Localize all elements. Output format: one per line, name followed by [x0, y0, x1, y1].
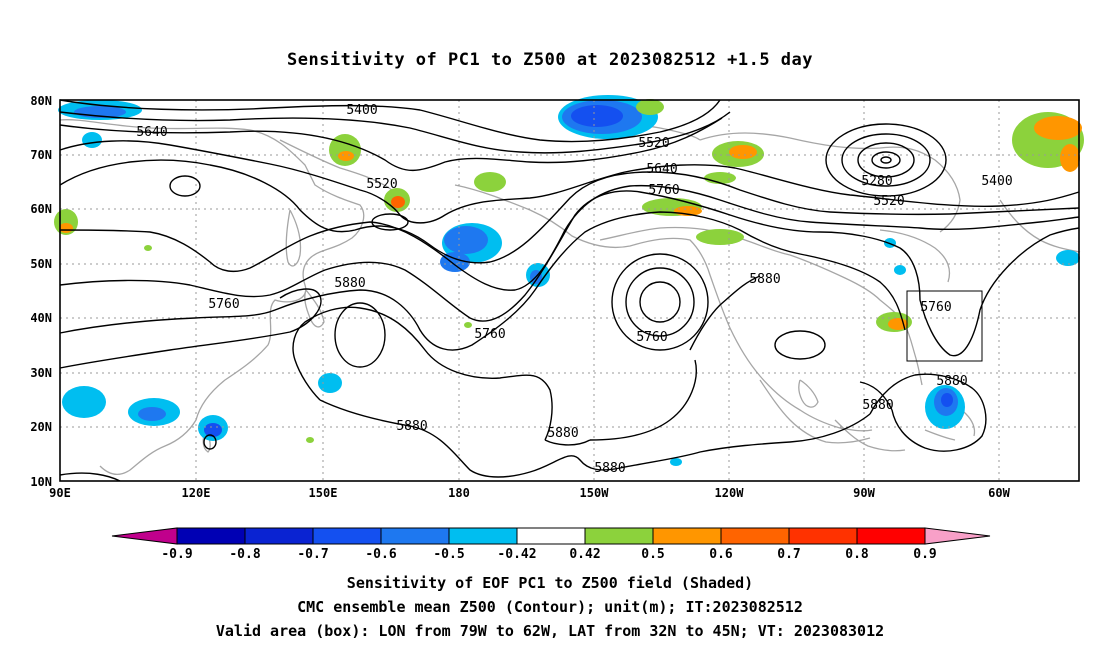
lon-label: 120E: [182, 486, 211, 500]
caption-line-3: Valid area (box): LON from 79W to 62W, L…: [215, 622, 885, 640]
lat-label: 30N: [30, 366, 52, 380]
map-frame: [59, 99, 1080, 482]
contour-label: 5640: [646, 162, 677, 177]
graticule: [60, 100, 1079, 481]
lon-label: 180: [448, 486, 470, 500]
colorbar-tick-label: -0.5: [433, 547, 464, 562]
colorbar-segment: [176, 527, 246, 545]
colorbar-segment: [380, 527, 450, 545]
lat-axis: 80N 70N 60N 50N 40N 30N 20N 10N: [30, 94, 52, 489]
colorbar-tick-label: 0.8: [845, 547, 869, 562]
contour-label: 5760: [474, 327, 505, 342]
contour-label: 5880: [594, 461, 625, 476]
contour-label: 5880: [936, 374, 967, 389]
contour-label: 5280: [861, 174, 892, 189]
colorbar-segment: [720, 527, 790, 545]
lat-label: 20N: [30, 420, 52, 434]
colorbar-lower-extension: [111, 527, 178, 545]
colorbar-tick-label: -0.6: [365, 547, 396, 562]
colorbar-tick-label: -0.9: [161, 547, 192, 562]
contour-label: 5640: [136, 125, 167, 140]
lon-label: 120W: [715, 486, 745, 500]
colorbar-tick-label: 0.7: [777, 547, 800, 562]
lon-label: 90W: [853, 486, 875, 500]
contour-label: 5880: [334, 276, 365, 291]
caption-line-1: Sensitivity of EOF PC1 to Z500 field (Sh…: [346, 574, 754, 592]
colorbar-segment: [448, 527, 518, 545]
lat-label: 60N: [30, 202, 52, 216]
colorbar-tick-label: 0.6: [709, 547, 733, 562]
contour-label: 5760: [636, 330, 667, 345]
colorbar-tick-label: 0.9: [913, 547, 936, 562]
colorbar-tick-label: 0.5: [641, 547, 664, 562]
lat-label: 10N: [30, 475, 52, 489]
lon-axis: 90E 120E 150E 180 150W 120W 90W 60W: [49, 486, 1010, 500]
lon-label: 60W: [988, 486, 1010, 500]
colorbar: [111, 527, 991, 545]
map-title: Sensitivity of PC1 to Z500 at 2023082512…: [286, 50, 813, 70]
colorbar-tick-label: 0.42: [569, 547, 600, 562]
colorbar-tick-label: -0.7: [297, 547, 328, 562]
contour-label: 5760: [648, 183, 679, 198]
contour-label: 5880: [547, 426, 578, 441]
colorbar-segment: [652, 527, 722, 545]
lat-label: 40N: [30, 311, 52, 325]
colorbar-tick-label: -0.42: [497, 547, 536, 562]
sensitivity-shading: [54, 95, 1084, 466]
lon-label: 150E: [309, 486, 338, 500]
coastlines: [59, 119, 1081, 476]
contour-labels: 5400 5640 5520 5880 5760 5760 5880 5760 …: [136, 103, 1012, 476]
colorbar-segment: [244, 527, 314, 545]
contour-label: 5880: [396, 419, 427, 434]
caption-line-2: CMC ensemble mean Z500 (Contour); unit(m…: [297, 598, 803, 616]
contour-label: 5520: [366, 177, 397, 192]
colorbar-upper-extension: [924, 527, 991, 545]
colorbar-segment: [788, 527, 858, 545]
colorbar-tick-label: -0.8: [229, 547, 260, 562]
z500-contours: [59, 99, 1080, 482]
contour-label: 5520: [873, 194, 904, 209]
colorbar-segment: [312, 527, 382, 545]
lat-label: 70N: [30, 148, 52, 162]
valid-area-box: [906, 290, 983, 362]
contour-label: 5760: [920, 300, 951, 315]
contour-label: 5880: [862, 398, 893, 413]
contour-label: 5880: [749, 272, 780, 287]
colorbar-labels: -0.9 -0.8 -0.7 -0.6 -0.5 -0.42 0.42 0.5 0.6 0.7 0.…: [161, 547, 936, 562]
lat-label: 80N: [30, 94, 52, 108]
lon-label: 90E: [49, 486, 71, 500]
colorbar-segment: [584, 527, 654, 545]
colorbar-segment: [516, 527, 586, 545]
contour-label: 5760: [208, 297, 239, 312]
lat-label: 50N: [30, 257, 52, 271]
colorbar-segment: [856, 527, 926, 545]
contour-label: 5400: [981, 174, 1012, 189]
contour-label: 5400: [346, 103, 377, 118]
contour-label: 5520: [638, 136, 669, 151]
lon-label: 150W: [580, 486, 610, 500]
